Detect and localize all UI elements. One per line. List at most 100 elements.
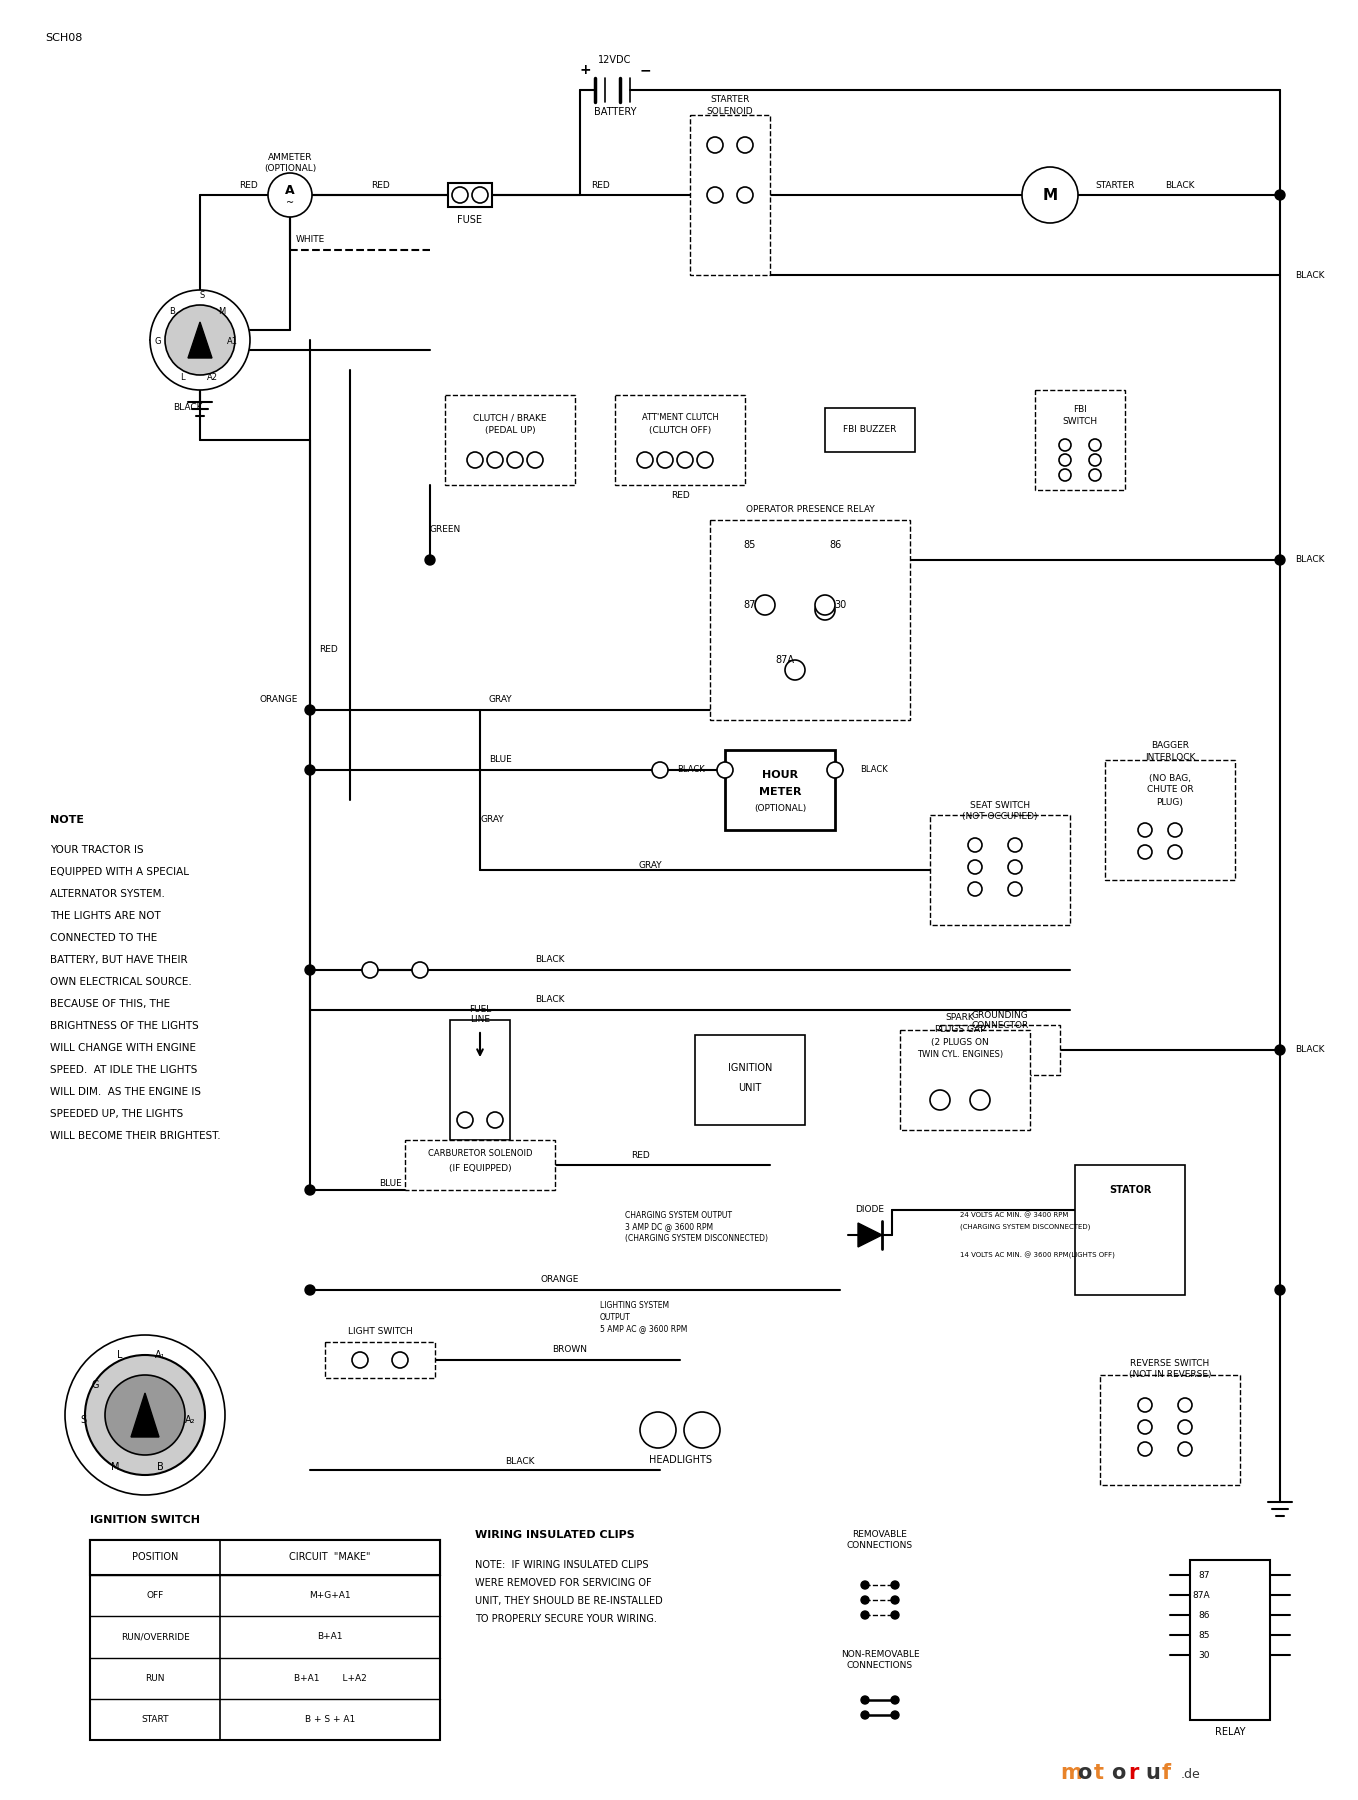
Text: LIGHT SWITCH: LIGHT SWITCH [348, 1328, 413, 1336]
Circle shape [678, 452, 693, 468]
Text: L: L [179, 374, 185, 383]
Text: BLACK: BLACK [505, 1458, 535, 1467]
Text: (NO BAG,: (NO BAG, [1149, 774, 1191, 783]
Circle shape [1008, 860, 1023, 875]
Circle shape [488, 1112, 502, 1129]
Text: (OPTIONAL): (OPTIONAL) [754, 803, 807, 812]
Text: WILL BECOME THEIR BRIGHTEST.: WILL BECOME THEIR BRIGHTEST. [50, 1130, 220, 1141]
Text: CONNECTOR: CONNECTOR [971, 1022, 1028, 1030]
Text: SOLENOID: SOLENOID [706, 108, 754, 117]
Text: A: A [285, 184, 295, 196]
Circle shape [1008, 882, 1023, 896]
Bar [615, 394, 746, 484]
Text: (CHARGING SYSTEM DISCONNECTED): (CHARGING SYSTEM DISCONNECTED) [625, 1235, 769, 1244]
Bar [1035, 391, 1124, 490]
Text: (IF EQUIPPED): (IF EQUIPPED) [448, 1165, 512, 1174]
Circle shape [1177, 1420, 1192, 1435]
Circle shape [1177, 1442, 1192, 1456]
Text: (CLUTCH OFF): (CLUTCH OFF) [649, 425, 712, 434]
Text: 86: 86 [828, 540, 841, 551]
Text: CLUTCH / BRAKE: CLUTCH / BRAKE [473, 414, 547, 423]
Text: IGNITION SWITCH: IGNITION SWITCH [90, 1516, 200, 1525]
Text: B + S + A1: B + S + A1 [306, 1715, 356, 1724]
Text: METER: METER [759, 787, 801, 797]
Bar [325, 1343, 435, 1379]
Circle shape [452, 187, 469, 203]
Bar [930, 815, 1070, 925]
Text: WILL CHANGE WITH ENGINE: WILL CHANGE WITH ENGINE [50, 1042, 196, 1053]
Bar [448, 184, 492, 207]
Circle shape [1008, 839, 1023, 851]
Text: PLUGS GAP: PLUGS GAP [934, 1026, 986, 1035]
Circle shape [815, 599, 835, 619]
Circle shape [815, 596, 835, 616]
Circle shape [1168, 823, 1181, 837]
Text: RED: RED [671, 490, 690, 499]
Circle shape [1177, 1399, 1192, 1411]
Text: A₂: A₂ [185, 1415, 196, 1426]
Text: UNIT: UNIT [739, 1084, 762, 1093]
Circle shape [640, 1411, 676, 1447]
Text: ORANGE: ORANGE [259, 695, 297, 704]
Text: 3 AMP DC @ 3600 RPM: 3 AMP DC @ 3600 RPM [625, 1222, 713, 1231]
Bar [1190, 1561, 1270, 1721]
Circle shape [1275, 1285, 1285, 1294]
Text: ATT'MENT CLUTCH: ATT'MENT CLUTCH [641, 414, 718, 423]
Circle shape [507, 452, 523, 468]
Circle shape [473, 187, 488, 203]
Circle shape [306, 965, 315, 976]
Text: SCH08: SCH08 [45, 32, 83, 43]
Circle shape [637, 452, 653, 468]
Text: −: − [640, 63, 650, 77]
Text: L: L [117, 1350, 122, 1361]
Circle shape [1138, 823, 1152, 837]
Text: HEADLIGHTS: HEADLIGHTS [649, 1454, 712, 1465]
Polygon shape [187, 322, 212, 358]
Text: 87A: 87A [775, 655, 794, 664]
Bar [90, 1541, 440, 1741]
Text: B: B [156, 1462, 163, 1472]
Text: BATTERY, BUT HAVE THEIR: BATTERY, BUT HAVE THEIR [50, 956, 187, 965]
Text: BLACK: BLACK [678, 765, 705, 774]
Text: GRAY: GRAY [638, 860, 661, 869]
Text: FUEL: FUEL [469, 1006, 492, 1015]
Circle shape [652, 761, 668, 778]
Circle shape [1138, 1399, 1152, 1411]
Bar [1076, 1165, 1186, 1294]
Text: BLACK: BLACK [535, 995, 565, 1004]
Text: BLUE: BLUE [379, 1179, 402, 1188]
Circle shape [1089, 470, 1101, 481]
Circle shape [306, 706, 315, 715]
Circle shape [717, 761, 733, 778]
Circle shape [785, 661, 805, 680]
Text: RUN: RUN [145, 1674, 164, 1683]
Circle shape [1275, 1046, 1285, 1055]
Circle shape [1089, 454, 1101, 466]
Text: A1: A1 [227, 338, 238, 346]
Text: GRAY: GRAY [488, 695, 512, 704]
Circle shape [861, 1611, 869, 1618]
Bar [900, 1030, 1029, 1130]
Text: o: o [1111, 1762, 1126, 1784]
Text: NOTE: NOTE [50, 815, 84, 824]
Text: STARTER: STARTER [1096, 180, 1135, 189]
Text: 30: 30 [1199, 1651, 1210, 1660]
Bar [405, 1139, 555, 1190]
Text: G: G [91, 1381, 99, 1390]
Text: ALTERNATOR SYSTEM.: ALTERNATOR SYSTEM. [50, 889, 164, 898]
Circle shape [891, 1597, 899, 1604]
Text: INTERLOCK: INTERLOCK [1145, 754, 1195, 763]
Text: 24 VOLTS AC MIN. @ 3400 RPM: 24 VOLTS AC MIN. @ 3400 RPM [960, 1211, 1069, 1219]
Circle shape [1059, 454, 1071, 466]
Circle shape [306, 765, 315, 776]
Circle shape [1059, 439, 1071, 452]
Text: A₁: A₁ [155, 1350, 166, 1361]
Text: (OPTIONAL): (OPTIONAL) [263, 164, 316, 173]
Text: 85: 85 [1199, 1631, 1210, 1640]
Text: M: M [1043, 187, 1058, 203]
Circle shape [105, 1375, 185, 1454]
Text: ORANGE: ORANGE [540, 1276, 580, 1285]
Text: 30: 30 [834, 599, 846, 610]
Bar [940, 1024, 1061, 1075]
Text: YOUR TRACTOR IS: YOUR TRACTOR IS [50, 844, 144, 855]
